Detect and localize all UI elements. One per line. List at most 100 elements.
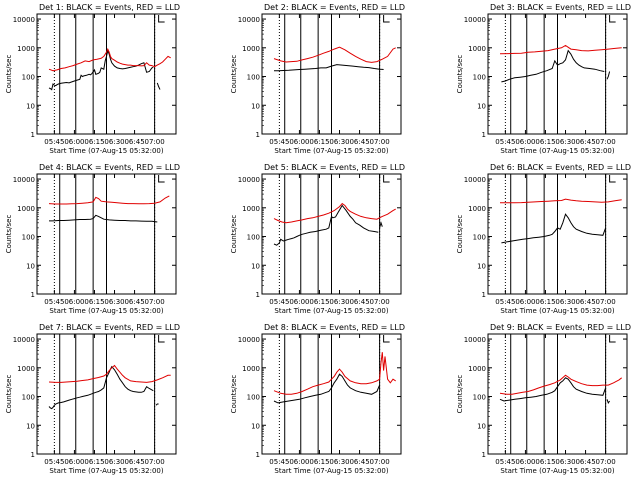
panel-title: Det 1: BLACK = Events, RED = LLD	[39, 3, 180, 12]
series-line-events	[48, 365, 154, 410]
x-tick-label: 05:45	[269, 298, 289, 306]
x-tick-label: 05:45	[269, 138, 289, 146]
detector-panel-5: Det 5: BLACK = Events, RED = LLD 1 10 100 10…	[230, 163, 405, 315]
x-axis-label: Start Time (07-Aug-15 05:32:00)	[500, 467, 614, 475]
x-axis-label: Start Time (07-Aug-15 05:32:00)	[49, 147, 163, 155]
x-tick-label: 06:00	[64, 298, 84, 306]
x-tick-label: 06:30	[104, 298, 124, 306]
x-tick-label: 06:30	[329, 138, 349, 146]
panel-title: Det 4: BLACK = Events, RED = LLD	[39, 163, 180, 172]
series-line-lld	[499, 44, 622, 55]
panel-title: Det 7: BLACK = Events, RED = LLD	[39, 323, 180, 332]
x-tick-label: 06:45	[349, 458, 369, 466]
detector-panel-1: Det 1: BLACK = Events, RED = LLD 1 10 100 10…	[5, 3, 180, 155]
panel-title: Det 2: BLACK = Events, RED = LLD	[264, 3, 405, 12]
x-tick-label: 06:30	[555, 458, 575, 466]
detector-panel-6: Det 6: BLACK = Events, RED = LLD 1 10 100 10…	[456, 163, 631, 315]
y-tick-label: 10000	[13, 16, 35, 24]
y-tick-label: 10	[26, 102, 35, 110]
bracket-marker	[158, 15, 165, 23]
y-tick-label: 100	[22, 234, 35, 242]
y-tick-label: 1	[256, 131, 260, 139]
y-tick-label: 10000	[464, 336, 486, 344]
y-tick-label: 10000	[13, 336, 35, 344]
x-tick-label: 06:15	[309, 458, 329, 466]
y-axis-label: Counts/sec	[456, 375, 464, 414]
panel-title: Det 6: BLACK = Events, RED = LLD	[490, 163, 631, 172]
y-tick-label: 100	[247, 234, 260, 242]
series-line-events	[49, 214, 158, 223]
y-axis-label: Counts/sec	[230, 215, 238, 254]
x-axis-label: Start Time (07-Aug-15 05:32:00)	[274, 147, 388, 155]
x-tick-label: 07:00	[370, 138, 390, 146]
y-axis-label: Counts/sec	[5, 55, 13, 94]
x-tick-label: 06:30	[104, 458, 124, 466]
detector-panel-8: Det 8: BLACK = Events, RED = LLD 1 10 100 10…	[230, 323, 405, 475]
x-tick-label: 06:15	[535, 458, 555, 466]
x-axis-label: Start Time (07-Aug-15 05:32:00)	[274, 467, 388, 475]
y-tick-label: 10	[477, 102, 486, 110]
series-line-events-end	[156, 82, 161, 90]
series-line-lld	[273, 352, 396, 395]
bracket-marker	[383, 15, 390, 23]
bracket-marker	[158, 335, 165, 343]
series-line-lld	[48, 364, 171, 383]
series-line-events-end	[606, 71, 611, 80]
series-line-lld	[48, 195, 170, 205]
y-tick-label: 100	[473, 74, 486, 82]
x-tick-label: 06:15	[84, 138, 104, 146]
x-tick-label: 07:00	[145, 298, 165, 306]
x-tick-label: 07:00	[145, 458, 165, 466]
y-tick-label: 10	[477, 422, 486, 430]
y-tick-label: 100	[247, 394, 260, 402]
series-line-events	[273, 373, 381, 404]
y-tick-label: 1	[482, 451, 486, 459]
bracket-marker	[158, 175, 165, 183]
series-line-events	[499, 377, 607, 402]
series-line-lld	[48, 47, 171, 72]
x-tick-label: 05:45	[269, 458, 289, 466]
y-tick-label: 1000	[468, 45, 486, 53]
y-tick-label: 10	[477, 262, 486, 270]
y-tick-label: 1000	[242, 365, 260, 373]
y-tick-label: 10000	[238, 16, 260, 24]
bracket-marker	[609, 15, 616, 23]
x-tick-label: 07:00	[596, 138, 616, 146]
y-tick-label: 100	[247, 74, 260, 82]
x-tick-label: 06:45	[124, 458, 144, 466]
y-tick-label: 100	[22, 74, 35, 82]
x-tick-label: 07:00	[370, 298, 390, 306]
y-tick-label: 10000	[238, 336, 260, 344]
panel-title: Det 8: BLACK = Events, RED = LLD	[264, 323, 405, 332]
series-line-events	[48, 48, 154, 91]
bracket-marker	[383, 335, 390, 343]
y-tick-label: 1	[31, 451, 35, 459]
panel-title: Det 9: BLACK = Events, RED = LLD	[490, 323, 631, 332]
x-tick-label: 06:15	[535, 138, 555, 146]
x-tick-label: 06:15	[535, 298, 555, 306]
detector-panel-9: Det 9: BLACK = Events, RED = LLD 1 10 100 10…	[456, 323, 631, 475]
detector-panel-4: Det 4: BLACK = Events, RED = LLD 1 10 100 10…	[5, 163, 180, 315]
y-tick-label: 10	[251, 422, 260, 430]
x-tick-label: 06:00	[515, 458, 535, 466]
x-tick-label: 05:45	[495, 138, 515, 146]
detector-panel-3: Det 3: BLACK = Events, RED = LLD 1 10 100 10…	[456, 3, 631, 155]
x-tick-label: 06:45	[575, 458, 595, 466]
x-tick-label: 06:45	[575, 298, 595, 306]
series-line-events	[501, 49, 605, 83]
panel-title: Det 3: BLACK = Events, RED = LLD	[490, 3, 631, 12]
x-axis-label: Start Time (07-Aug-15 05:32:00)	[49, 307, 163, 315]
y-axis-label: Counts/sec	[5, 215, 13, 254]
x-tick-label: 06:00	[289, 298, 309, 306]
x-tick-label: 07:00	[370, 458, 390, 466]
y-tick-label: 10000	[13, 176, 35, 184]
x-tick-label: 06:30	[329, 298, 349, 306]
series-line-events	[273, 64, 384, 72]
y-tick-label: 10000	[464, 176, 486, 184]
series-line-events-end	[379, 221, 383, 229]
series-line-events-end	[606, 399, 611, 404]
x-tick-label: 06:45	[349, 298, 369, 306]
y-tick-label: 10000	[238, 176, 260, 184]
x-tick-label: 06:00	[289, 138, 309, 146]
series-line-events	[501, 213, 607, 244]
